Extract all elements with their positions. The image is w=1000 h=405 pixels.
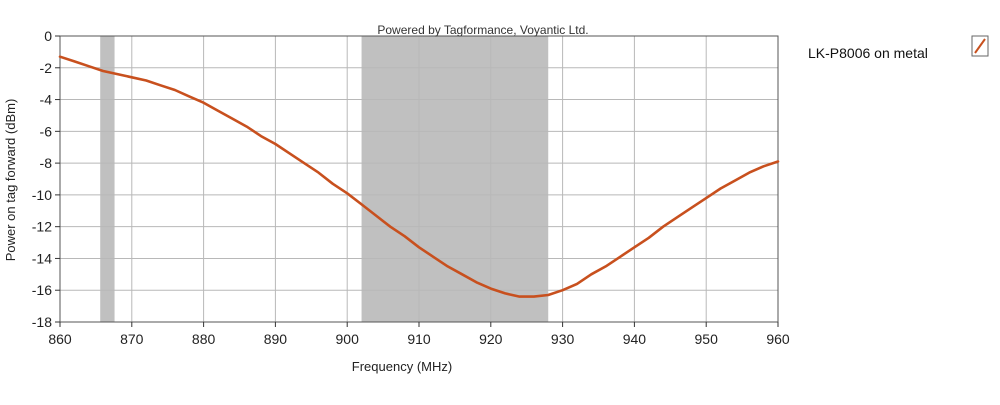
x-tick-label: 890 (264, 331, 288, 347)
y-axis-title: Power on tag forward (dBm) (3, 99, 18, 262)
x-tick-label: 920 (479, 331, 503, 347)
legend-label: LK-P8006 on metal (808, 45, 928, 61)
y-tick-label: 0 (44, 28, 52, 44)
x-tick-label: 940 (623, 331, 647, 347)
y-tick-label: -14 (32, 250, 52, 266)
x-tick-label: 900 (336, 331, 360, 347)
y-tick-label: -2 (40, 60, 53, 76)
plot-area: 860 870 880 890 900 910 920 930 940 950 960 0 -2 -4 -6… (32, 28, 790, 347)
y-tick-label: -18 (32, 314, 52, 330)
series-line (58, 55, 780, 298)
y-tick-label: -6 (40, 123, 53, 139)
shaded-band (100, 36, 115, 322)
x-axis-title: Frequency (MHz) (352, 359, 452, 374)
legend-line-icon (974, 38, 986, 54)
x-tick-label: 930 (551, 331, 575, 347)
x-tick-label: 960 (766, 331, 790, 347)
x-tick-label: 880 (192, 331, 216, 347)
x-tick-label: 910 (407, 331, 431, 347)
y-tick-label: -10 (32, 187, 52, 203)
legend: LK-P8006 on metal (808, 35, 989, 61)
watermark: Powered by Tagformance, Voyantic Ltd. (377, 23, 588, 37)
x-tick-label: 950 (695, 331, 719, 347)
y-tick-label: -12 (32, 219, 52, 235)
y-tick-label: -16 (32, 282, 52, 298)
y-tick-label: -8 (40, 155, 53, 171)
x-tick-label: 870 (120, 331, 144, 347)
shaded-band (361, 36, 549, 322)
x-tick-label: 860 (48, 331, 72, 347)
y-tick-label: -4 (40, 92, 53, 108)
